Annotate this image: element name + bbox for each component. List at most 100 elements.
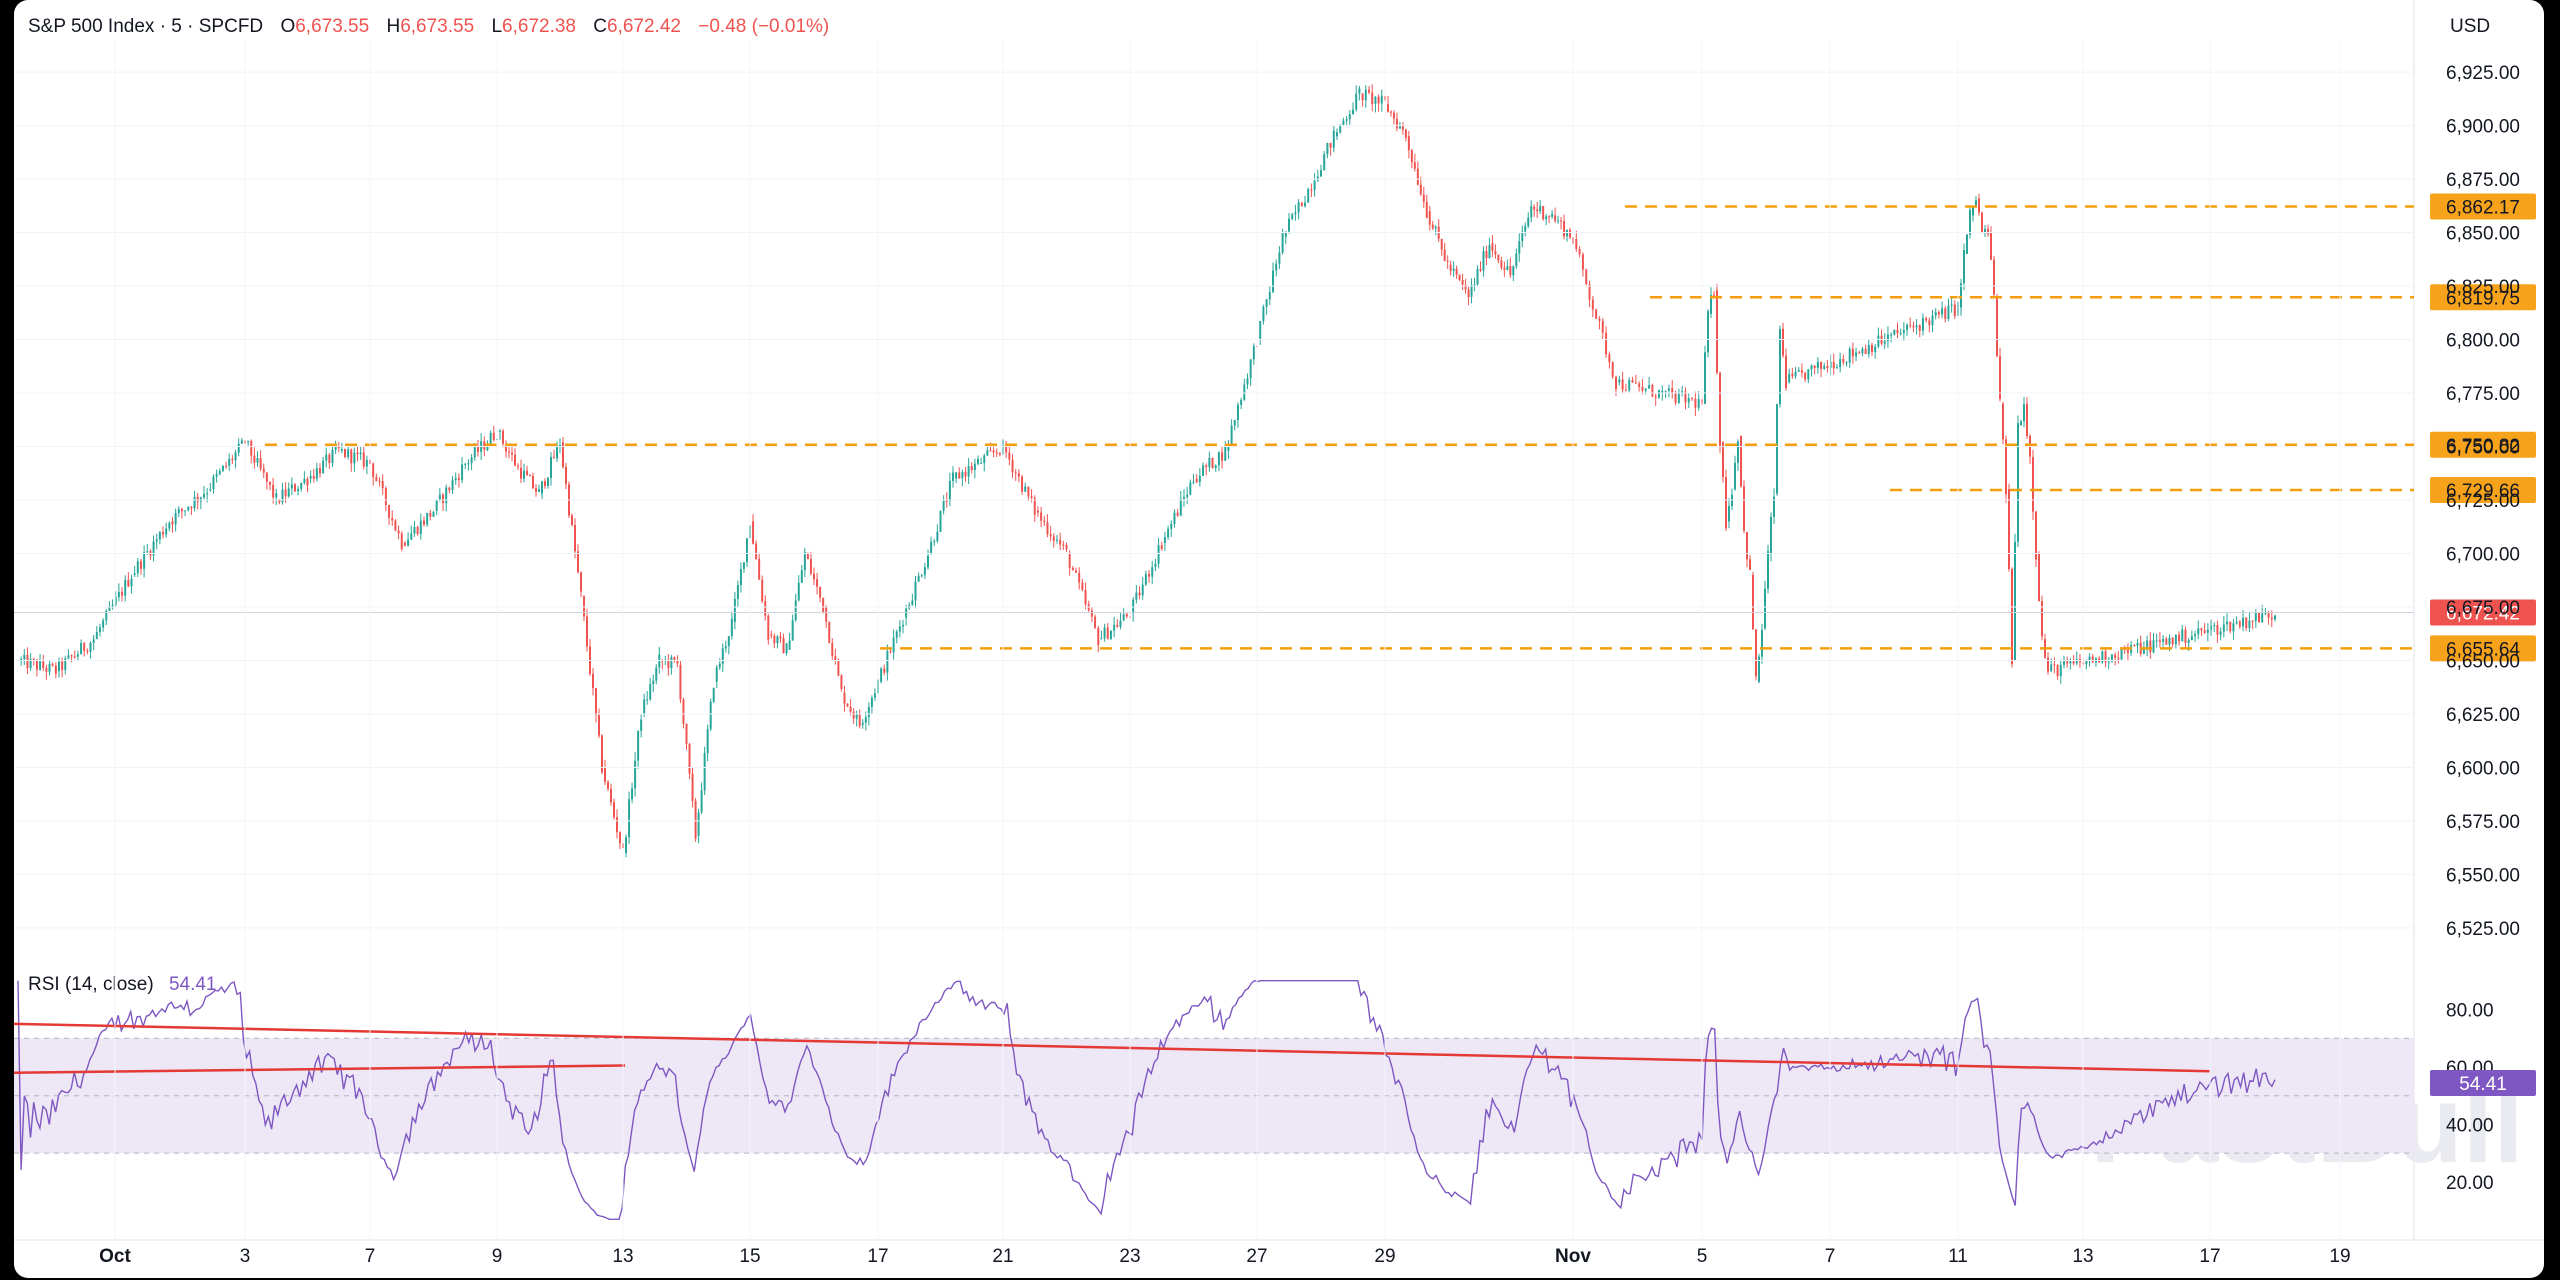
candle-body: [67, 655, 70, 659]
candle-body: [1297, 202, 1300, 213]
candle-body: [1848, 348, 1851, 363]
candle-body: [952, 472, 954, 481]
time-tick-label: 11: [1948, 1246, 1968, 1267]
candle-body: [372, 463, 375, 478]
candle-body: [1615, 376, 1617, 389]
candle-body: [1509, 266, 1512, 276]
candle-body: [1823, 365, 1826, 370]
candle-body: [218, 470, 221, 475]
candle-body: [1527, 217, 1530, 226]
candle-body: [272, 484, 275, 498]
candle-body: [1138, 592, 1141, 596]
candle-body: [1230, 425, 1233, 444]
candle-body: [162, 532, 165, 535]
candle-body: [2152, 640, 2155, 653]
candle-body: [822, 597, 825, 613]
candle-body: [155, 539, 158, 542]
candle-body: [1482, 251, 1485, 271]
candle-body: [1358, 88, 1361, 94]
candle-body: [2149, 640, 2152, 653]
candle-body: [1081, 582, 1084, 591]
candle-body: [146, 551, 149, 553]
candle-body: [1722, 442, 1724, 477]
candle-body: [1214, 465, 1217, 469]
rsi-line: [17, 979, 2276, 1220]
candle-body: [1832, 361, 1835, 369]
candle-body: [2091, 656, 2094, 663]
candle-body: [541, 481, 543, 494]
candle-body: [1651, 385, 1654, 397]
candle-body: [259, 457, 262, 469]
candle-body: [1434, 226, 1437, 229]
candle-body: [253, 455, 256, 463]
candle-body: [1419, 184, 1422, 195]
open-value: 6,673.55: [295, 16, 369, 37]
candle-body: [1909, 324, 1912, 326]
candle-body: [1533, 206, 1536, 210]
candle-body: [1461, 279, 1464, 285]
candle-body: [1918, 325, 1921, 331]
candle-body: [1119, 620, 1122, 627]
candle-body: [1389, 111, 1392, 113]
candle-body: [773, 635, 776, 644]
candle-body: [2222, 624, 2225, 632]
candle-body: [1829, 361, 1832, 368]
candle-body: [416, 526, 419, 535]
candle-body: [1990, 232, 1992, 260]
candle-body: [1719, 372, 1721, 447]
candle-body: [1249, 359, 1252, 379]
candle-body: [426, 513, 429, 525]
candle-body: [649, 684, 652, 700]
candle-body: [1503, 267, 1506, 270]
candle-body: [595, 688, 597, 715]
candle-body: [378, 480, 381, 482]
candle-body: [45, 668, 48, 672]
candle-body: [461, 464, 464, 481]
candle-body: [1458, 274, 1461, 280]
candle-body: [2075, 658, 2078, 664]
candle-body: [356, 452, 359, 455]
candle-body: [973, 463, 976, 471]
candle-body: [1661, 390, 1664, 394]
candle-body: [1728, 506, 1730, 522]
candle-body: [892, 637, 895, 653]
candle-body: [1993, 259, 1995, 295]
candle-body: [2107, 661, 2110, 663]
candle-body: [1563, 221, 1566, 237]
candle-body: [2011, 569, 2013, 665]
candle-body: [758, 558, 761, 580]
candle-body: [1374, 96, 1377, 104]
candle-body: [961, 471, 964, 479]
candle-body: [727, 636, 730, 647]
candle-body: [1262, 306, 1265, 321]
candle-body: [228, 458, 231, 466]
time-tick-label: 9: [492, 1246, 503, 1267]
candle-body: [1588, 284, 1591, 300]
candle-body: [1211, 457, 1214, 469]
candle-body: [2210, 626, 2213, 630]
candle-body: [429, 513, 432, 517]
candle-body: [855, 714, 858, 719]
candle-body: [1473, 284, 1476, 286]
candle-body: [529, 475, 531, 477]
candle-body: [1953, 304, 1956, 317]
candle-body: [171, 521, 174, 525]
candle-body: [977, 459, 979, 464]
candle-body: [1272, 270, 1274, 292]
candle-body: [2008, 489, 2010, 570]
open-label: O: [280, 16, 295, 37]
candle-body: [322, 460, 325, 474]
candle-body: [1294, 212, 1297, 215]
candle-body: [133, 573, 136, 575]
candle-body: [1999, 356, 2001, 400]
candle-body: [1734, 462, 1736, 490]
candle-body: [1332, 130, 1335, 148]
candle-body: [234, 452, 237, 461]
candle-body: [1141, 584, 1144, 596]
candle-body: [742, 562, 745, 569]
candle-body: [26, 654, 29, 669]
price-tick-label: 6,700.00: [2446, 544, 2520, 565]
candle-body: [1899, 333, 1902, 335]
time-tick-label: 3: [240, 1246, 251, 1267]
